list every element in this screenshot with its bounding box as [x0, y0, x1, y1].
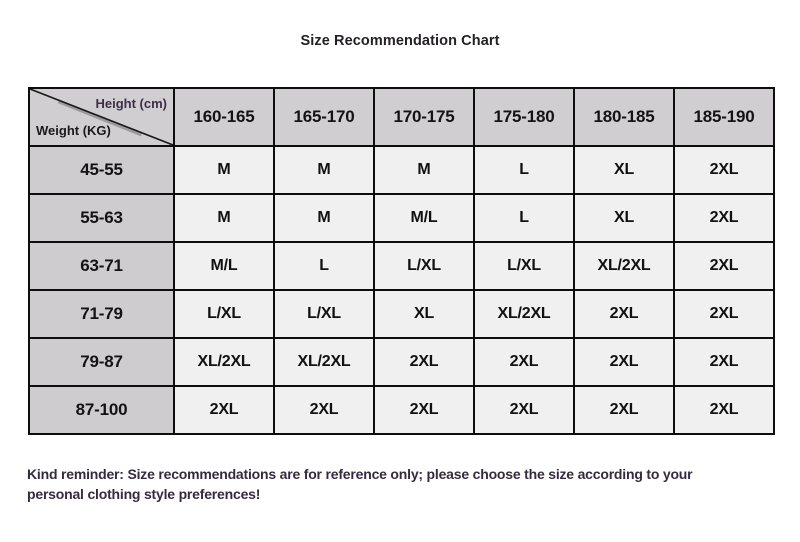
size-cell: M/L — [173, 241, 275, 291]
size-cell: M/L — [373, 193, 475, 243]
table-row: 71-79 L/XL L/XL XL XL/2XL 2XL 2XL — [28, 289, 775, 339]
size-cell: M — [173, 193, 275, 243]
size-cell: L — [473, 193, 575, 243]
size-cell: XL — [573, 193, 675, 243]
size-cell: M — [273, 145, 375, 195]
table-row: 87-100 2XL 2XL 2XL 2XL 2XL 2XL — [28, 385, 775, 435]
column-header: 165-170 — [273, 87, 375, 147]
size-cell: 2XL — [673, 145, 775, 195]
size-cell: 2XL — [673, 289, 775, 339]
size-cell: 2XL — [673, 241, 775, 291]
size-cell: 2XL — [173, 385, 275, 435]
size-cell: L/XL — [273, 289, 375, 339]
table-row: 79-87 XL/2XL XL/2XL 2XL 2XL 2XL 2XL — [28, 337, 775, 387]
size-cell: 2XL — [573, 337, 675, 387]
kind-reminder-line2: personal clothing style preferences! — [27, 486, 261, 502]
table-header-row: Height (cm) Weight (KG) 160-165 165-170 … — [28, 87, 775, 147]
size-cell: 2XL — [373, 385, 475, 435]
size-cell: XL/2XL — [573, 241, 675, 291]
row-label: 79-87 — [28, 337, 175, 387]
size-cell: L/XL — [173, 289, 275, 339]
size-cell: L/XL — [373, 241, 475, 291]
size-cell: 2XL — [673, 385, 775, 435]
column-header: 170-175 — [373, 87, 475, 147]
row-label: 45-55 — [28, 145, 175, 195]
size-cell: M — [273, 193, 375, 243]
table-row: 55-63 M M M/L L XL 2XL — [28, 193, 775, 243]
column-header: 180-185 — [573, 87, 675, 147]
size-cell: XL/2XL — [273, 337, 375, 387]
size-cell: 2XL — [573, 289, 675, 339]
size-cell: M — [173, 145, 275, 195]
kind-reminder-line1: Kind reminder: Size recommendations are … — [27, 466, 693, 482]
size-cell: 2XL — [673, 193, 775, 243]
corner-cell: Height (cm) Weight (KG) — [28, 87, 175, 147]
size-cell: XL/2XL — [473, 289, 575, 339]
row-label: 55-63 — [28, 193, 175, 243]
table-row: 63-71 M/L L L/XL L/XL XL/2XL 2XL — [28, 241, 775, 291]
size-cell: 2XL — [473, 385, 575, 435]
kind-reminder-note: Kind reminder: Size recommendations are … — [27, 464, 793, 504]
corner-label-weight: Weight (KG) — [36, 123, 111, 138]
corner-label-height: Height (cm) — [95, 96, 168, 111]
row-label: 71-79 — [28, 289, 175, 339]
size-cell: XL — [573, 145, 675, 195]
size-cell: L/XL — [473, 241, 575, 291]
size-cell: 2XL — [473, 337, 575, 387]
size-cell: XL/2XL — [173, 337, 275, 387]
size-cell: M — [373, 145, 475, 195]
row-label: 87-100 — [28, 385, 175, 435]
size-cell: L — [473, 145, 575, 195]
size-cell: 2XL — [673, 337, 775, 387]
size-cell: 2XL — [573, 385, 675, 435]
column-header: 175-180 — [473, 87, 575, 147]
page-title: Size Recommendation Chart — [300, 33, 500, 49]
diagonal-line — [31, 90, 172, 144]
size-recommendation-table: Height (cm) Weight (KG) 160-165 165-170 … — [28, 87, 775, 435]
size-cell: XL — [373, 289, 475, 339]
column-header: 185-190 — [673, 87, 775, 147]
row-label: 63-71 — [28, 241, 175, 291]
column-header: 160-165 — [173, 87, 275, 147]
size-cell: 2XL — [373, 337, 475, 387]
table-row: 45-55 M M M L XL 2XL — [28, 145, 775, 195]
size-cell: 2XL — [273, 385, 375, 435]
size-cell: L — [273, 241, 375, 291]
